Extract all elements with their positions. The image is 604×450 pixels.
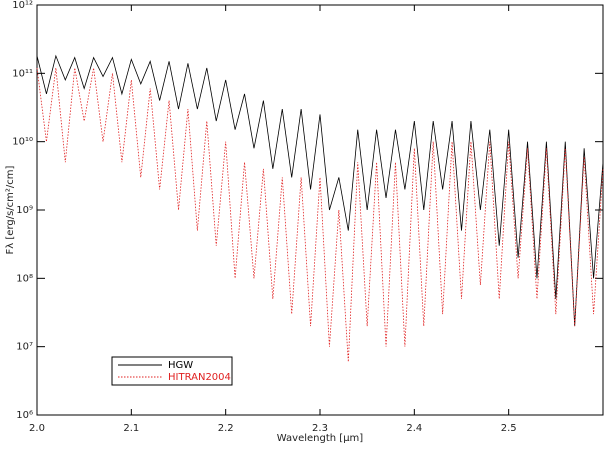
x-tick-label: 2.5 — [501, 423, 517, 434]
y-tick-label: 10⁹ — [16, 205, 33, 216]
x-tick-label: 2.0 — [29, 423, 45, 434]
x-tick-label: 2.1 — [123, 423, 139, 434]
series-line — [36, 67, 604, 362]
series-line — [36, 54, 604, 327]
y-tick-label: 10¹² — [12, 0, 33, 11]
legend-label: HITRAN2004 — [168, 372, 231, 383]
y-tick-label: 10¹⁰ — [12, 137, 33, 148]
x-tick-label: 2.3 — [312, 423, 328, 434]
y-axis-label: Fλ [erg/s/cm²/cm] — [5, 165, 16, 254]
y-tick-label: 10⁷ — [16, 342, 33, 353]
legend-label: HGW — [168, 360, 193, 371]
y-tick-label: 10¹¹ — [12, 68, 33, 79]
x-tick-label: 2.4 — [406, 423, 422, 434]
plot-frame — [36, 4, 604, 416]
x-axis-label: Wavelength [μm] — [277, 433, 364, 444]
x-tick-label: 2.2 — [218, 423, 234, 434]
y-tick-label: 10⁸ — [16, 273, 33, 284]
legend-box — [111, 356, 233, 386]
y-tick-label: 10⁶ — [16, 410, 33, 421]
